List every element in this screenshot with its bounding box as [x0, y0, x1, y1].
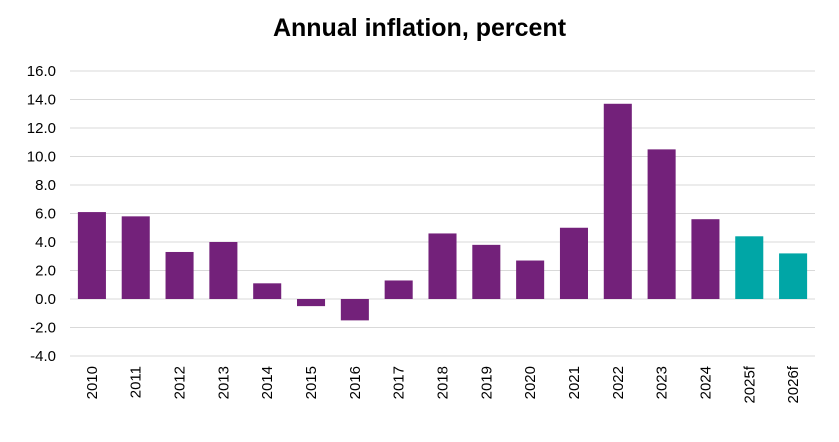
y-tick-label: -2.0 — [30, 320, 56, 337]
bar-2017 — [384, 280, 413, 299]
y-tick-label: 14.0 — [27, 92, 56, 109]
bar-2025f — [735, 236, 764, 299]
bar-2016 — [340, 299, 369, 321]
x-tick-label: 2020 — [522, 366, 539, 399]
x-tick-label: 2025f — [741, 365, 758, 403]
y-tick-label: 6.0 — [35, 206, 56, 223]
bar-2021 — [559, 227, 588, 299]
bar-2019 — [472, 244, 501, 299]
y-tick-label: 2.0 — [35, 263, 56, 280]
bar-2020 — [516, 260, 545, 299]
chart-title: Annual inflation, percent — [272, 14, 567, 42]
bar-2011 — [121, 216, 150, 299]
bar-2013 — [209, 242, 238, 299]
bar-2026f — [779, 253, 808, 299]
x-tick-label: 2014 — [259, 366, 276, 399]
x-tick-label: 2012 — [172, 366, 189, 399]
y-tick-label: 8.0 — [35, 177, 56, 194]
y-tick-label: 16.0 — [27, 63, 56, 80]
x-tick-label: 2011 — [128, 366, 145, 398]
y-tick-label: 10.0 — [27, 149, 56, 166]
y-tick-label: 12.0 — [27, 120, 56, 137]
bar-2014 — [253, 283, 282, 299]
x-tick-label: 2024 — [697, 366, 714, 399]
y-tick-label: -4.0 — [30, 348, 56, 365]
bar-2022 — [603, 103, 632, 300]
x-tick-label: 2018 — [435, 366, 452, 399]
x-tick-label: 2017 — [391, 366, 408, 399]
bar-2012 — [165, 251, 194, 299]
y-tick-label: 4.0 — [35, 234, 56, 251]
bar-2024 — [691, 219, 720, 299]
bar-2018 — [428, 233, 457, 299]
x-tick-label: 2026f — [785, 365, 802, 403]
bar-2015 — [297, 299, 326, 307]
x-tick-label: 2013 — [215, 366, 232, 399]
x-tick-label: 2016 — [347, 366, 364, 399]
bar-2010 — [77, 212, 106, 299]
x-tick-label: 2021 — [566, 366, 583, 399]
x-tick-label: 2019 — [478, 366, 495, 399]
x-tick-label: 2010 — [84, 366, 101, 399]
x-tick-label: 2015 — [303, 366, 320, 399]
x-tick-label: 2023 — [654, 366, 671, 399]
bar-2023 — [647, 149, 676, 299]
x-tick-label: 2022 — [610, 366, 627, 399]
y-tick-label: 0.0 — [35, 291, 56, 308]
